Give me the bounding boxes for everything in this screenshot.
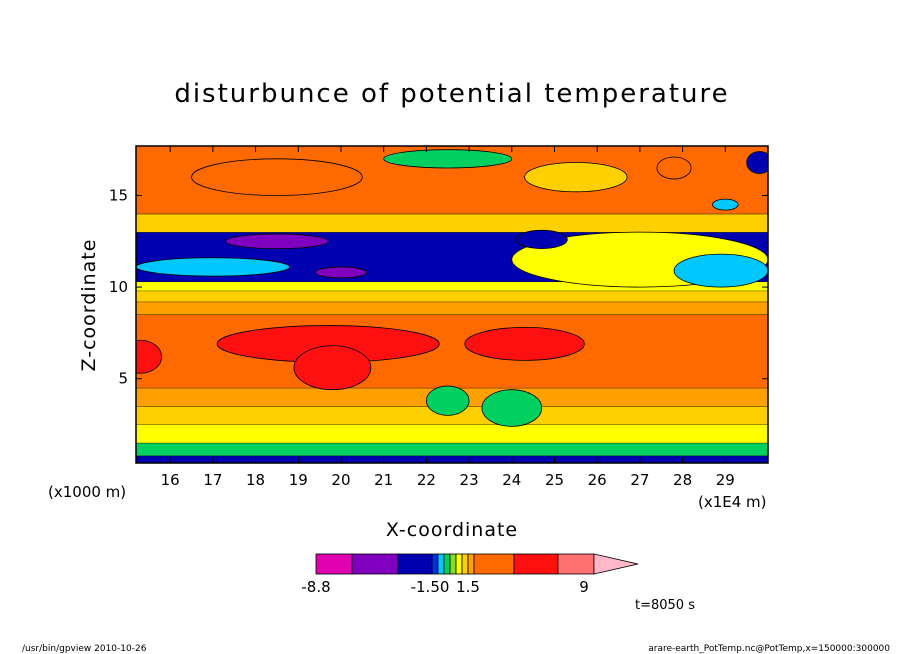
field-band-8 bbox=[136, 281, 768, 291]
plot-frame bbox=[135, 145, 769, 464]
field-blob-9 bbox=[225, 233, 329, 250]
axis-ticks: 16 17 18 19 20 21 22 23 24 25 26 27 28 29 5 10 15 bbox=[109, 146, 768, 489]
y-tick-label-1: 10 bbox=[109, 278, 128, 296]
y-tick-label-0: 5 bbox=[118, 370, 128, 388]
field-blob-7 bbox=[673, 253, 768, 288]
colorbar-cell-1 bbox=[351, 553, 399, 575]
colorbar-cell-4 bbox=[437, 553, 445, 575]
field-blob-10 bbox=[314, 266, 367, 279]
field-blob-15 bbox=[383, 149, 513, 169]
field-blob-3 bbox=[464, 327, 585, 361]
colorbar-cell-10 bbox=[473, 553, 515, 575]
x-tick-label-3: 19 bbox=[289, 471, 308, 489]
field-blob-5 bbox=[425, 385, 470, 416]
field-blob-14 bbox=[746, 151, 768, 174]
x-unit-label: (x1E4 m) bbox=[698, 493, 767, 511]
x-tick-label-1: 17 bbox=[203, 471, 222, 489]
footer-left: /usr/bin/gpview 2010-10-26 bbox=[22, 644, 147, 654]
field-blob-8 bbox=[136, 257, 291, 277]
field-band-7 bbox=[136, 290, 768, 302]
chart-title: disturbunce of potential temperature bbox=[174, 79, 729, 109]
colorbar-cell-8 bbox=[461, 553, 469, 575]
colorbar-cell-7 bbox=[455, 553, 463, 575]
x-axis-label: X-coordinate bbox=[386, 519, 518, 541]
x-tick-label-6: 22 bbox=[417, 471, 436, 489]
field-band-2 bbox=[136, 424, 768, 443]
time-label: t=8050 s bbox=[635, 598, 695, 613]
field-band-1 bbox=[136, 442, 768, 456]
footer-right: arare-earth_PotTemp.nc@PotTemp,x=150000:… bbox=[648, 644, 890, 654]
colorbar-cell-0 bbox=[315, 553, 353, 575]
field-blob-1 bbox=[293, 345, 372, 391]
x-tick-label-4: 20 bbox=[331, 471, 350, 489]
colorbar-label-3: 9 bbox=[579, 578, 589, 596]
field-band-0 bbox=[136, 455, 768, 463]
y-tick-label-2: 15 bbox=[109, 186, 128, 204]
colorbar-label-0: -8.8 bbox=[301, 578, 330, 596]
x-tick-label-13: 29 bbox=[716, 471, 735, 489]
colorbar-cell-6 bbox=[449, 553, 457, 575]
x-tick-label-5: 21 bbox=[374, 471, 393, 489]
colorbar-label-1: -1.50 bbox=[411, 578, 450, 596]
colorbar-cell-9 bbox=[467, 553, 475, 575]
x-tick-label-8: 24 bbox=[502, 471, 521, 489]
x-tick-label-12: 28 bbox=[673, 471, 692, 489]
colorbar-cell-12 bbox=[557, 553, 595, 575]
field-band-6 bbox=[136, 301, 768, 315]
x-tick-label-7: 23 bbox=[460, 471, 479, 489]
x-tick-label-11: 27 bbox=[630, 471, 649, 489]
colorbar-cell-2 bbox=[397, 553, 433, 575]
field-blob-4 bbox=[481, 389, 543, 427]
x-tick-label-9: 25 bbox=[545, 471, 564, 489]
y-unit-label: (x1000 m) bbox=[48, 483, 126, 501]
colorbar: -8.8 -1.50 1.5 9 bbox=[301, 553, 639, 596]
x-tick-label-0: 16 bbox=[161, 471, 180, 489]
colorbar-cell-11 bbox=[513, 553, 559, 575]
colorbar-arrow bbox=[593, 553, 639, 575]
heatmap-field bbox=[136, 146, 768, 463]
field-blob-13 bbox=[656, 156, 692, 180]
colorbar-cell-3 bbox=[431, 553, 439, 575]
field-blob-2 bbox=[136, 339, 163, 374]
field-blob-11 bbox=[515, 229, 568, 250]
colorbar-cell-5 bbox=[443, 553, 451, 575]
field-band-10 bbox=[136, 213, 768, 233]
colorbar-label-2: 1.5 bbox=[456, 578, 480, 596]
field-blob-17 bbox=[524, 162, 628, 193]
x-tick-label-2: 18 bbox=[246, 471, 265, 489]
x-tick-label-10: 26 bbox=[588, 471, 607, 489]
y-axis-label: Z-coordinate bbox=[78, 239, 100, 372]
field-blob-16 bbox=[191, 158, 363, 196]
field-blob-12 bbox=[712, 198, 739, 211]
